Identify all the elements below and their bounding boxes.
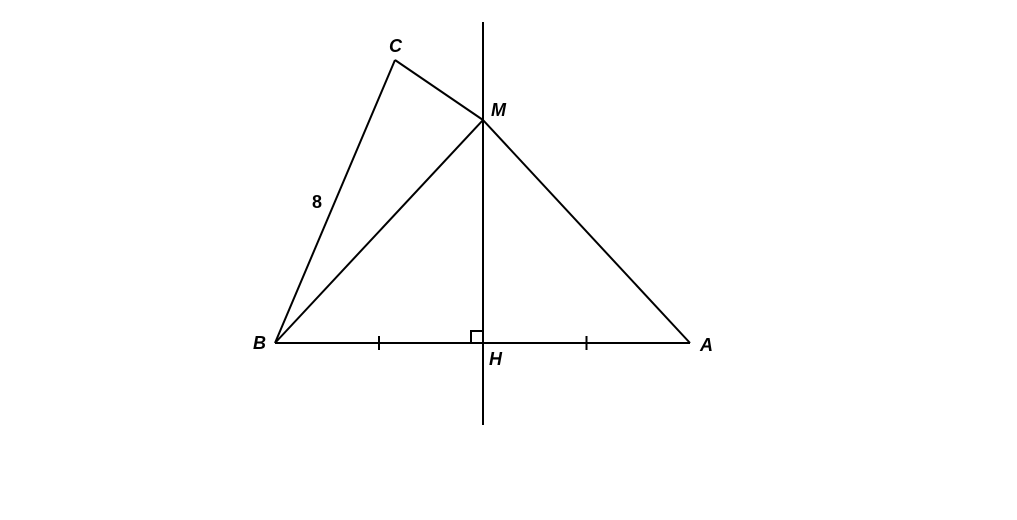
edge-label: 8 xyxy=(312,192,322,212)
segment-BC xyxy=(275,60,395,343)
right-angle-marker xyxy=(471,331,483,343)
segment-BM xyxy=(275,120,483,343)
point-label-H: H xyxy=(489,349,503,369)
geometry-diagram: 8 B A H C M xyxy=(0,0,1017,520)
point-label-A: A xyxy=(699,335,713,355)
point-label-C: C xyxy=(389,36,403,56)
point-label-B: B xyxy=(253,333,266,353)
segment-MA xyxy=(483,120,690,343)
segment-CM xyxy=(395,60,483,120)
point-label-M: M xyxy=(491,100,507,120)
